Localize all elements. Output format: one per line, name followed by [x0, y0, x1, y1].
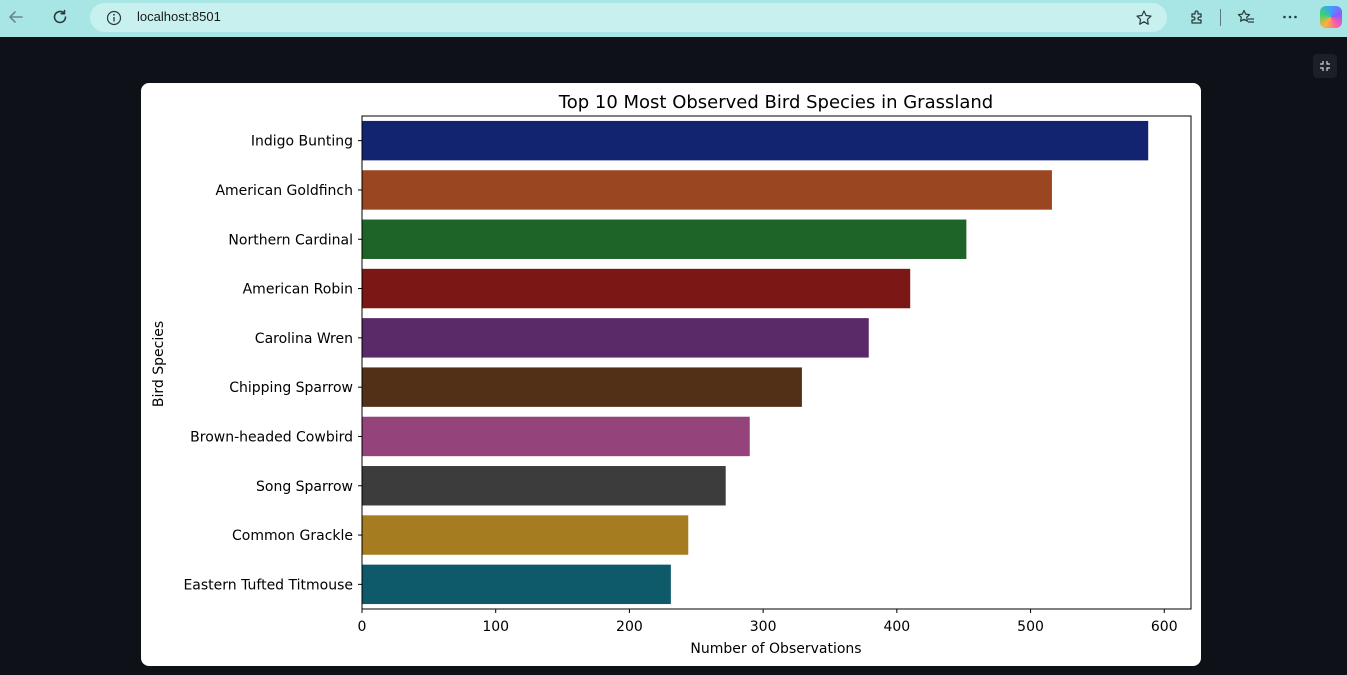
bar: [362, 268, 911, 309]
y-tick-labels: Indigo Bunting American Goldfinch Northern…: [183, 134, 362, 593]
bar: [362, 170, 1052, 210]
y-tick-label: Common Grackle: [232, 528, 353, 544]
x-ticks: 0 100 200 300 400 500 600: [358, 609, 1178, 635]
puzzle-icon[interactable]: [1183, 3, 1211, 31]
x-tick-label: 0: [358, 619, 367, 635]
url-text: localhost:8501: [137, 9, 221, 24]
toolbar-separator: [1220, 9, 1221, 26]
x-tick-label: 600: [1151, 619, 1178, 635]
bar: [362, 367, 802, 407]
x-tick-label: 500: [1017, 619, 1044, 635]
star-icon[interactable]: [1130, 4, 1158, 32]
x-tick-label: 100: [482, 619, 509, 635]
chart-card: Top 10 Most Observed Bird Species in Gra…: [141, 83, 1201, 666]
y-tick-label: Eastern Tufted Titmouse: [183, 577, 353, 593]
chart-title: Top 10 Most Observed Bird Species in Gra…: [558, 92, 993, 113]
browser-toolbar: localhost:8501: [0, 0, 1347, 37]
y-tick-label: Brown-headed Cowbird: [190, 429, 353, 445]
plot-frame: [361, 115, 1192, 610]
more-icon[interactable]: [1276, 3, 1304, 31]
x-tick-label: 200: [616, 619, 643, 635]
bar: [362, 318, 869, 358]
y-tick-label: Indigo Bunting: [251, 134, 353, 150]
fullscreen-icon[interactable]: [1313, 54, 1337, 78]
bar: [362, 219, 967, 259]
y-tick-label: American Robin: [243, 282, 353, 298]
bar: [362, 466, 726, 506]
y-tick-label: American Goldfinch: [215, 183, 353, 199]
y-axis-label: Bird Species: [151, 321, 167, 407]
address-bar[interactable]: localhost:8501: [90, 3, 1167, 32]
y-tick-label: Chipping Sparrow: [229, 380, 353, 396]
y-tick-label: Carolina Wren: [255, 331, 353, 347]
y-tick-label: Song Sparrow: [256, 479, 353, 495]
x-tick-label: 400: [883, 619, 910, 635]
favorites-icon[interactable]: [1232, 3, 1260, 31]
y-tick-label: Northern Cardinal: [228, 232, 353, 248]
bar: [362, 515, 689, 555]
bar-chart: Top 10 Most Observed Bird Species in Gra…: [151, 92, 1192, 657]
bar: [362, 416, 750, 457]
info-icon[interactable]: [100, 4, 128, 32]
bars-group: [362, 120, 1149, 605]
x-axis-label: Number of Observations: [690, 641, 861, 657]
bar: [362, 564, 671, 605]
back-arrow-icon[interactable]: [2, 3, 30, 31]
reload-icon[interactable]: [46, 3, 74, 31]
x-tick-label: 300: [750, 619, 777, 635]
bar: [362, 120, 1149, 161]
copilot-icon[interactable]: [1320, 6, 1342, 28]
